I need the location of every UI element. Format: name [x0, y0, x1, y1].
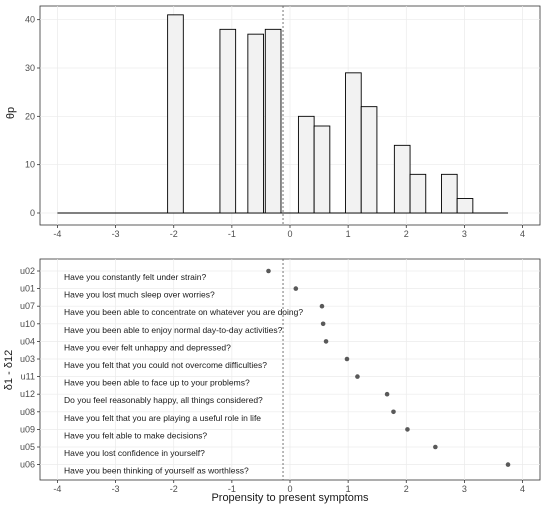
item-row-u02: u02 Have you constantly felt under strain…	[20, 266, 271, 282]
item-row-u03: u03 Have you felt that you could not over…	[20, 354, 350, 370]
item-question-label: Have you constantly felt under strain?	[64, 272, 206, 282]
item-question-label: Have you ever felt unhappy and depressed…	[64, 342, 231, 352]
item-code-label: u04	[20, 336, 35, 346]
item-location-x-axis-title: Propensity to present symptoms	[211, 492, 369, 504]
item-row-u11: u11 Have you been able to face up to your…	[21, 372, 360, 388]
histogram-bar-7	[360, 106, 378, 214]
item-row-u01: u01 Have you lost much sleep over worries…	[20, 284, 299, 300]
item-code-label: u06	[20, 460, 35, 470]
item-code-label: u05	[20, 442, 35, 452]
item-location-point	[319, 303, 325, 309]
item-location-point	[266, 268, 271, 274]
item-x-tick-label-2: -2	[170, 484, 178, 494]
item-location-point	[384, 391, 390, 397]
item-question-label: Do you feel reasonably happy, all things…	[64, 395, 263, 405]
item-location-point	[293, 286, 299, 291]
histogram-bar-9	[409, 173, 427, 214]
item-row-u08: u08 Have you felt that you are playing a …	[20, 407, 396, 423]
item-x-tick-label-0: -4	[53, 484, 61, 494]
histogram-y-tick-label-2: 20	[25, 111, 35, 121]
histogram-y-tick-label-0: 0	[30, 208, 35, 218]
item-x-tick-label-6: 2	[404, 484, 409, 494]
histogram-x-axis-ticks: -4 -3 -2 -1 0 1 2 3 4	[53, 225, 525, 239]
item-row-u09: u09 Have you felt able to make decisions?	[20, 424, 410, 440]
item-code-label: u02	[20, 266, 35, 276]
item-location-y-axis-title: δ1 - δ12	[3, 350, 15, 390]
item-code-label: u03	[20, 354, 35, 364]
histogram-bar-2	[247, 33, 264, 214]
item-location-rows: u02 Have you constantly felt under strain…	[20, 266, 511, 476]
histogram-bar-4	[297, 115, 315, 214]
histogram-panel: -4 -3 -2 -1 0 1 2 3 4 0 10 20 30 40 θp	[5, 5, 541, 239]
item-x-tick-label-5: 1	[346, 484, 351, 494]
item-row-u05: u05 Have you lost confidence in yourself?	[20, 442, 438, 458]
histogram-y-tick-label-1: 10	[25, 160, 35, 170]
item-question-label: Have you been able to face up to your pr…	[64, 378, 250, 388]
histogram-bar-11	[456, 198, 474, 214]
item-code-label: u11	[21, 372, 35, 382]
item-question-label: Have you felt that you are playing a use…	[64, 413, 261, 423]
histogram-bar-3	[264, 28, 282, 214]
item-question-label: Have you felt that you could not overcom…	[64, 360, 267, 370]
item-row-u10: u10 Have you been able to enjoy normal da…	[20, 319, 326, 335]
item-code-label: u10	[20, 319, 35, 329]
item-x-tick-label-3: -1	[228, 484, 236, 494]
item-row-u07: u07 Have you been able to concentrate on …	[20, 301, 325, 317]
histogram-bar-5	[313, 125, 331, 214]
histogram-bar-8	[393, 144, 411, 214]
item-question-label: Have you lost confidence in yourself?	[64, 448, 205, 458]
histogram-y-tick-label-4: 40	[25, 15, 35, 25]
item-x-tick-label-4: 0	[287, 484, 292, 494]
item-question-label: Have you been able to concentrate on wha…	[64, 307, 303, 317]
item-location-gridlines	[40, 259, 540, 480]
histogram-bar-1	[219, 28, 237, 214]
histogram-y-axis-ticks: 0 10 20 30 40	[25, 15, 40, 218]
histogram-x-tick-label-1: -3	[112, 229, 120, 239]
histogram-x-tick-label-0: -4	[53, 229, 61, 239]
histogram-x-tick-label-6: 2	[404, 229, 409, 239]
item-location-x-axis-ticks: -4 -3 -2 -1 0 1 2 3 4	[53, 480, 525, 494]
item-location-point	[355, 374, 360, 379]
histogram-y-axis-title: θp	[5, 107, 17, 119]
item-question-label: Have you been thinking of yourself as wo…	[64, 466, 249, 476]
item-code-label: u12	[20, 389, 35, 399]
item-location-point	[344, 356, 350, 362]
item-question-label: Have you felt able to make decisions?	[64, 430, 207, 440]
histogram-x-tick-label-3: -1	[228, 229, 236, 239]
item-row-u12: u12 Do you feel reasonably happy, all thi…	[20, 389, 390, 405]
item-location-panel: u02 Have you constantly felt under strain…	[3, 258, 541, 504]
item-question-label: Have you been able to enjoy normal day-t…	[64, 325, 283, 335]
item-x-tick-label-1: -3	[112, 484, 120, 494]
item-row-u04: u04 Have you ever felt unhappy and depres…	[20, 336, 329, 352]
item-location-point	[320, 321, 326, 327]
item-question-label: Have you lost much sleep over worries?	[64, 290, 215, 300]
histogram-bar-0	[167, 14, 184, 214]
histogram-bar-6	[345, 72, 362, 214]
item-location-point	[323, 339, 329, 344]
item-location-point	[505, 462, 511, 467]
item-code-label: u08	[20, 407, 35, 417]
histogram-x-tick-label-4: 0	[287, 229, 292, 239]
item-x-tick-label-7: 3	[462, 484, 467, 494]
item-location-point	[433, 444, 438, 450]
histogram-bar-10	[441, 173, 458, 214]
item-location-point	[391, 409, 396, 415]
histogram-x-tick-label-8: 4	[520, 229, 525, 239]
histogram-x-tick-label-2: -2	[170, 229, 178, 239]
histogram-y-tick-label-3: 30	[25, 63, 35, 73]
item-code-label: u01	[20, 284, 35, 294]
item-x-tick-label-8: 4	[520, 484, 525, 494]
item-code-label: u07	[20, 301, 35, 311]
item-location-point	[405, 427, 410, 432]
histogram-bars	[167, 14, 474, 214]
histogram-x-tick-label-7: 3	[462, 229, 467, 239]
item-code-label: u09	[20, 424, 35, 434]
item-row-u06: u06 Have you been thinking of yourself as…	[20, 460, 511, 476]
histogram-x-tick-label-5: 1	[346, 229, 351, 239]
